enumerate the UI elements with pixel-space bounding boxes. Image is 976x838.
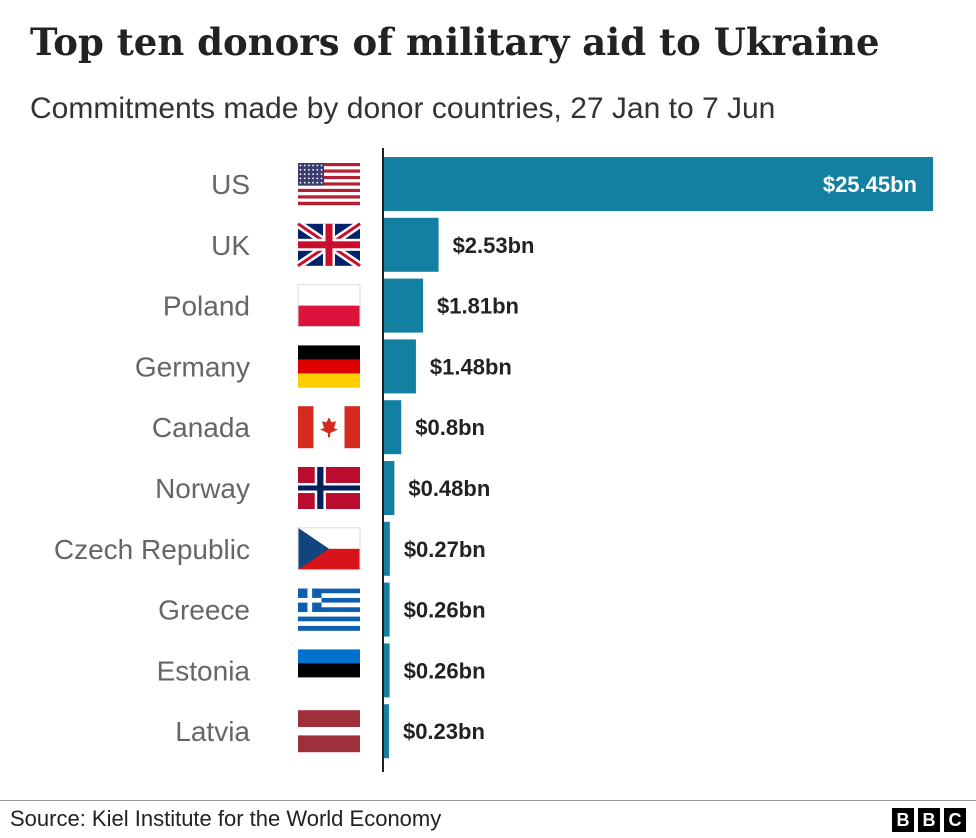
- category-label: Greece: [158, 595, 250, 626]
- category-label: Estonia: [157, 655, 251, 686]
- bar: [384, 278, 424, 333]
- category-label: Poland: [163, 291, 250, 322]
- norway-flag-icon: [298, 467, 360, 509]
- us-flag-icon: [298, 163, 360, 206]
- category-label: Germany: [135, 351, 250, 382]
- bar-chart: US $25.45bn UK $2.53bn Poland $1.81bn Germany $…: [54, 148, 933, 772]
- value-label: $0.26bn: [404, 598, 486, 623]
- germany-flag-icon: [298, 345, 360, 388]
- flags-layer: [295, 163, 363, 753]
- labels-layer: US $25.45bn UK $2.53bn Poland $1.81bn Germany $…: [54, 169, 917, 747]
- chart-title: Top ten donors of military aid to Ukrain…: [30, 20, 880, 64]
- canada-flag-icon: [298, 406, 360, 449]
- value-label: $0.26bn: [404, 658, 486, 683]
- value-label: $25.45bn: [823, 172, 917, 197]
- bbc-logo-letter: B: [892, 808, 914, 832]
- bar: [384, 157, 933, 211]
- latvia-flag-icon: [298, 710, 360, 753]
- category-label: Norway: [155, 473, 250, 504]
- bbc-logo-letter: B: [918, 808, 940, 832]
- bar: [384, 339, 416, 394]
- bar: [384, 217, 439, 272]
- poland-flag-icon: [297, 284, 361, 328]
- value-label: $0.27bn: [404, 537, 486, 562]
- bbc-logo: B B C: [892, 808, 966, 832]
- bar: [384, 582, 390, 637]
- chart-subtitle: Commitments made by donor countries, 27 …: [30, 92, 776, 125]
- source-note: Source: Kiel Institute for the World Eco…: [10, 806, 442, 831]
- czech-republic-flag-icon: [297, 527, 361, 571]
- bar: [384, 643, 390, 698]
- uk-flag-icon: [295, 220, 363, 270]
- bbc-logo-letter: C: [944, 808, 966, 832]
- footer-divider: [0, 800, 976, 801]
- estonia-flag-icon: [298, 649, 360, 692]
- category-label: Canada: [152, 412, 251, 443]
- value-label: $1.81bn: [437, 294, 519, 319]
- category-label: Latvia: [175, 716, 250, 747]
- bar: [384, 704, 389, 759]
- bars-layer: [384, 157, 933, 759]
- greece-flag-icon: [298, 588, 360, 631]
- value-label: $0.8bn: [415, 415, 485, 440]
- category-label: US: [211, 169, 250, 200]
- bar: [384, 461, 395, 515]
- bar: [384, 521, 390, 576]
- value-label: $1.48bn: [430, 354, 512, 379]
- category-label: Czech Republic: [54, 534, 250, 565]
- category-label: UK: [211, 230, 250, 261]
- value-label: $2.53bn: [453, 233, 535, 258]
- value-label: $0.23bn: [403, 719, 485, 744]
- bar: [384, 400, 402, 455]
- value-label: $0.48bn: [408, 476, 490, 501]
